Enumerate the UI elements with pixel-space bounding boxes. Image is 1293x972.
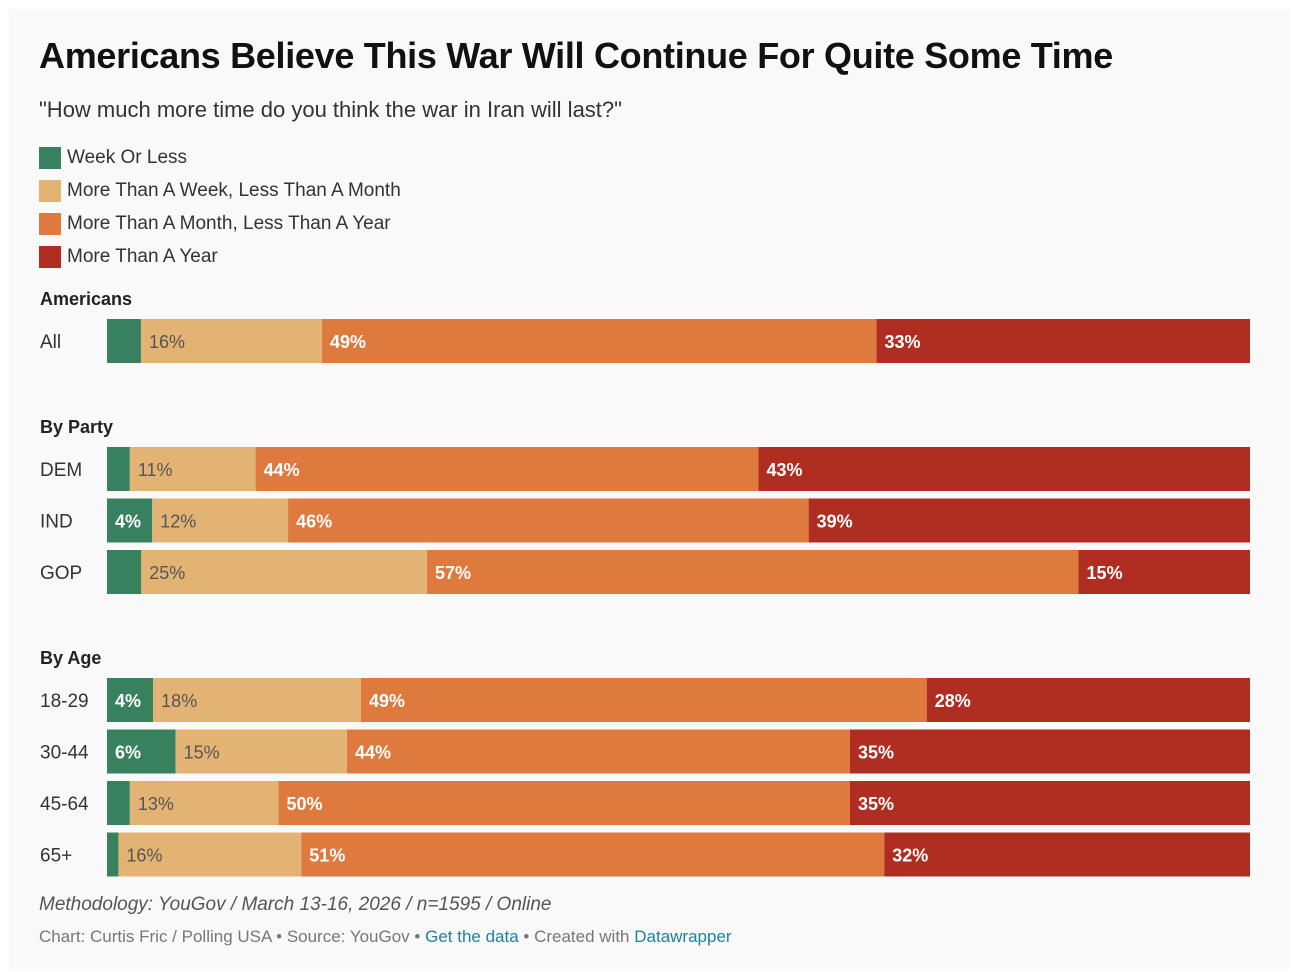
segment-value-label: 57%	[435, 563, 471, 583]
bar-segment	[140, 319, 323, 363]
segment-value-label: 39%	[817, 512, 853, 532]
segment-value-label: 11%	[138, 460, 173, 480]
bar-segment	[107, 832, 119, 877]
bar-segment	[876, 319, 1250, 363]
bar-segment	[107, 550, 142, 594]
segment-value-label: 35%	[858, 743, 894, 763]
segment-value-label: 43%	[767, 460, 803, 480]
bar-segment	[849, 729, 1250, 774]
legend-label: Week Or Less	[67, 146, 188, 168]
bar-segment	[152, 498, 289, 543]
bar-segment	[118, 832, 302, 877]
bar-segment	[347, 729, 850, 774]
segment-value-label: 46%	[296, 512, 332, 532]
bar-segment	[758, 447, 1250, 491]
bar-segment	[107, 447, 130, 491]
created-with-text: Created with	[534, 927, 635, 946]
row-label: All	[40, 332, 61, 353]
row-label: GOP	[40, 563, 82, 584]
separator: •	[409, 927, 426, 946]
segment-value-label: 18%	[161, 691, 197, 711]
segment-value-label: 51%	[309, 846, 345, 866]
datawrapper-link[interactable]: Datawrapper	[634, 927, 732, 946]
row-label: IND	[40, 512, 73, 533]
bar-segment	[141, 550, 428, 594]
get-the-data-link[interactable]: Get the data	[425, 927, 519, 946]
separator: •	[271, 927, 287, 946]
bar-segment	[1078, 550, 1250, 594]
row-label: 30-44	[40, 743, 89, 764]
bar-segment	[322, 319, 877, 363]
legend-label: More Than A Week, Less Than A Month	[67, 179, 401, 201]
bar-segment	[107, 678, 154, 722]
group-label: By Party	[40, 417, 113, 437]
bar-segment	[278, 781, 850, 825]
bar-segment	[107, 729, 176, 774]
legend-label: More Than A Month, Less Than A Year	[67, 212, 391, 234]
bar-segment	[884, 832, 1250, 877]
bar-segment	[175, 729, 348, 774]
bar-segment	[129, 447, 256, 491]
segment-value-label: 12%	[160, 512, 196, 532]
chart-card: Americans Believe This War Will Continue…	[9, 9, 1290, 969]
chart-subtitle: "How much more time do you think the war…	[39, 97, 622, 122]
stacked-bar-chart: Americans All 16% 49% 33% By Party DEM 11% 44% 43…	[40, 289, 1250, 877]
legend-item-more-than-year: More Than A Year	[39, 240, 401, 273]
segment-value-label: 16%	[126, 846, 162, 866]
segment-value-label: 32%	[892, 846, 928, 866]
chart-credit: Chart: Curtis Fric / Polling USA	[39, 927, 272, 946]
segment-value-label: 16%	[149, 332, 185, 352]
legend-label: More Than A Year	[67, 245, 218, 267]
bar-segment	[301, 832, 885, 877]
segment-value-label: 44%	[264, 460, 300, 480]
row-label: 18-29	[40, 691, 89, 712]
row-label: 45-64	[40, 794, 89, 815]
bar-segment	[129, 781, 279, 825]
legend-swatch	[39, 212, 61, 235]
legend-item-month-to-year: More Than A Month, Less Than A Year	[39, 207, 401, 240]
row-label: 65+	[40, 846, 72, 867]
segment-value-label: 15%	[184, 743, 220, 763]
group-label: Americans	[40, 289, 132, 309]
row-label: DEM	[40, 460, 82, 481]
segment-value-label: 50%	[286, 794, 322, 814]
segment-value-label: 4%	[115, 691, 141, 711]
methodology-note: Methodology: YouGov / March 13-16, 2026 …	[39, 894, 552, 915]
segment-value-label: 4%	[115, 512, 141, 532]
credits-line: Chart: Curtis Fric / Polling USA • Sourc…	[39, 927, 732, 947]
legend-swatch	[39, 245, 61, 268]
legend-swatch	[39, 179, 61, 202]
segment-value-label: 49%	[330, 332, 366, 352]
source-credit: Source: YouGov	[286, 927, 410, 946]
bar-segment	[107, 319, 141, 363]
bar-segment	[427, 550, 1079, 594]
segment-value-label: 15%	[1087, 563, 1123, 583]
legend-item-week-or-less: Week Or Less	[39, 141, 401, 174]
legend-swatch	[39, 146, 61, 169]
segment-value-label: 35%	[858, 794, 894, 814]
bar-segment	[153, 678, 361, 722]
segment-value-label: 33%	[885, 332, 921, 352]
group-label: By Age	[40, 648, 101, 668]
bar-segment	[808, 498, 1250, 543]
legend-item-week-to-month: More Than A Week, Less Than A Month	[39, 174, 401, 207]
segment-value-label: 44%	[355, 743, 391, 763]
bar-segment	[926, 678, 1250, 722]
chart-title: Americans Believe This War Will Continue…	[39, 35, 1113, 76]
segment-value-label: 49%	[369, 691, 405, 711]
bar-segment	[361, 678, 927, 722]
bar-segment	[288, 498, 809, 543]
bar-segment	[107, 498, 153, 543]
bar-segment	[255, 447, 759, 491]
segment-value-label: 25%	[149, 563, 185, 583]
bar-segment	[107, 781, 130, 825]
segment-value-label: 28%	[935, 691, 971, 711]
separator: •	[518, 927, 535, 946]
segment-value-label: 13%	[138, 794, 174, 814]
bar-segment	[849, 781, 1250, 825]
legend: Week Or Less More Than A Week, Less Than…	[39, 141, 401, 273]
segment-value-label: 6%	[115, 743, 141, 763]
